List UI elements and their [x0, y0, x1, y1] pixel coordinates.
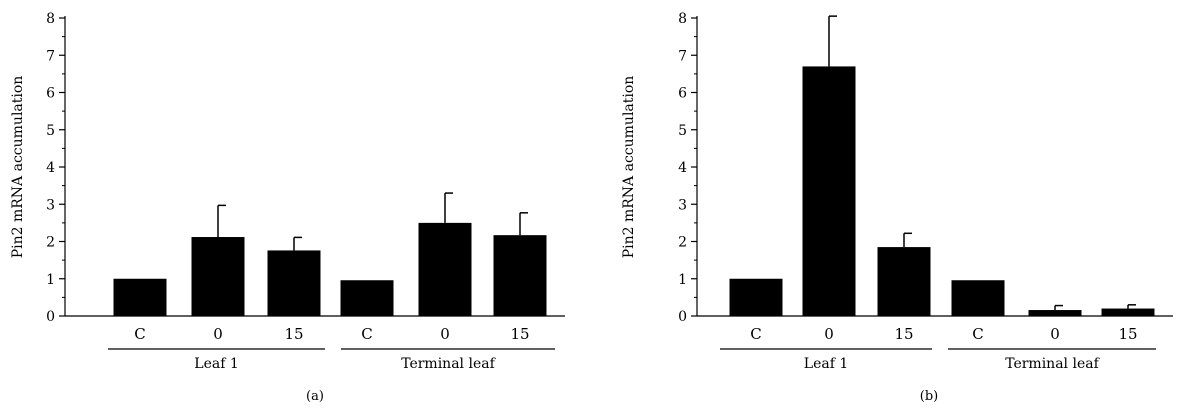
x-tick-label: 0 — [440, 325, 450, 343]
panel-a: 0 1 2 3 4 5 6 7 8 Pin2 mRNA accumulation C 0 15 C 0 15 L… — [10, 11, 565, 404]
y-tick-label: 1 — [678, 272, 687, 288]
y-tick-label: 7 — [46, 48, 55, 64]
y-tick-label: 7 — [678, 48, 687, 64]
x-tick-label: 15 — [1118, 325, 1137, 343]
x-tick-label: 15 — [894, 325, 913, 343]
y-tick-label: 3 — [46, 197, 55, 213]
y-tick-label: 2 — [46, 235, 55, 251]
y-tick-label: 1 — [46, 272, 55, 288]
y-tick-label: 8 — [678, 11, 687, 27]
y-tick-label: 2 — [678, 235, 687, 251]
x-tick-label: 15 — [510, 325, 529, 343]
bar — [729, 278, 783, 316]
bar — [1028, 310, 1082, 316]
panel-label: (b) — [920, 389, 938, 404]
x-tick-label: C — [134, 325, 145, 343]
y-tick-label: 6 — [678, 86, 687, 102]
group-label: Leaf 1 — [194, 356, 238, 372]
group-label: Leaf 1 — [804, 356, 848, 372]
bar — [418, 222, 472, 316]
y-tick-label: 4 — [678, 160, 687, 176]
y-tick-label: 5 — [46, 123, 55, 139]
y-axis-label: Pin2 mRNA accumulation — [10, 76, 26, 259]
x-tick-label: C — [972, 325, 983, 343]
y-axis-label: Pin2 mRNA accumulation — [621, 76, 637, 259]
panel-label: (a) — [306, 389, 324, 404]
bar — [493, 235, 547, 316]
x-tick-label: 0 — [1050, 325, 1060, 343]
bar — [951, 280, 1005, 316]
bar — [113, 278, 167, 316]
x-tick-label: C — [750, 325, 761, 343]
y-tick-label: 3 — [678, 197, 687, 213]
y-tick-label: 5 — [678, 123, 687, 139]
group-label: Terminal leaf — [401, 356, 496, 372]
bar — [1101, 308, 1155, 316]
bar — [191, 237, 245, 316]
bar — [267, 250, 321, 316]
x-tick-label: 15 — [284, 325, 303, 343]
x-tick-label: 0 — [213, 325, 223, 343]
group-label: Terminal leaf — [1005, 356, 1100, 372]
x-tick-label: 0 — [824, 325, 834, 343]
y-tick-label: 0 — [46, 309, 55, 325]
x-tick-label: C — [361, 325, 372, 343]
y-tick-label: 6 — [46, 86, 55, 102]
y-tick-label: 8 — [46, 11, 55, 27]
panel-b: 0 1 2 3 4 5 6 7 8 Pin2 mRNA accumulation C 0 15 C 0 15 L… — [621, 11, 1173, 404]
bar — [802, 66, 856, 316]
y-tick-label: 4 — [46, 160, 55, 176]
y-tick-label: 0 — [678, 309, 687, 325]
bar — [877, 247, 931, 316]
bar — [340, 280, 394, 316]
